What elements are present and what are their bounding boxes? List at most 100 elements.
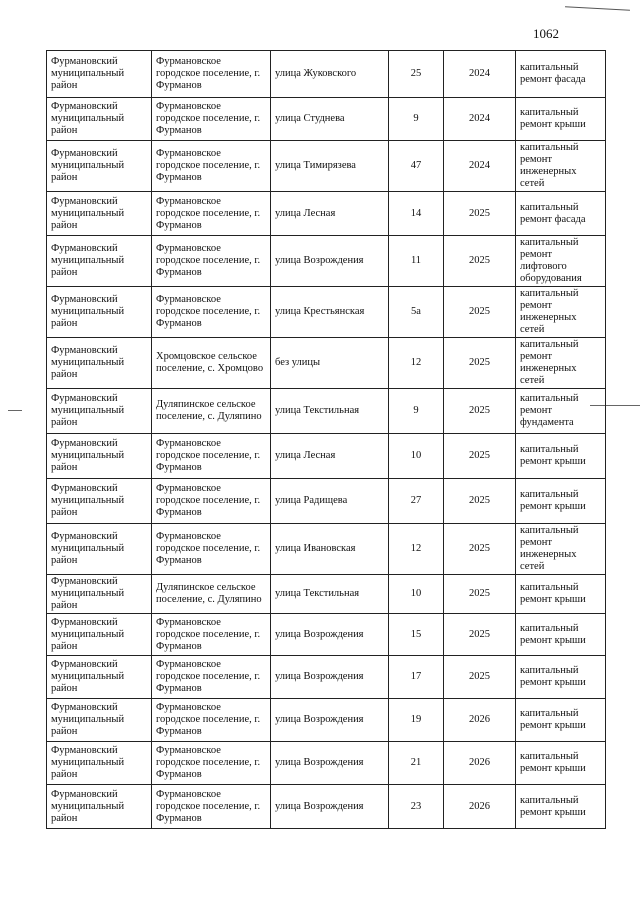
street-cell: улица Возрождения — [270, 698, 389, 742]
house-number-cell: 27 — [388, 478, 444, 524]
year-cell: 2025 — [443, 655, 516, 699]
settlement-cell: Дуляпинское сельское поселение, с. Дуляп… — [151, 388, 271, 434]
house-number-cell: 47 — [388, 140, 444, 192]
district-cell: Фурмановский муниципальный район — [46, 433, 152, 479]
table-row: Фурмановский муниципальный район Фурманов… — [46, 235, 606, 287]
work-type-cell: капитальный ремонт фасада — [515, 50, 606, 98]
house-number-cell: 9 — [388, 388, 444, 434]
year-cell: 2025 — [443, 523, 516, 575]
table-row: Фурмановский муниципальный район Фурманов… — [46, 433, 606, 479]
year-cell: 2025 — [443, 574, 516, 614]
table-row: Фурмановский муниципальный район Фурманов… — [46, 191, 606, 236]
year-cell: 2025 — [443, 286, 516, 338]
district-cell: Фурмановский муниципальный район — [46, 574, 152, 614]
work-type-cell: капитальный ремонт крыши — [515, 613, 606, 656]
scan-mark — [8, 410, 22, 411]
house-number-cell: 12 — [388, 337, 444, 389]
work-type-cell: капитальный ремонт фасада — [515, 191, 606, 236]
street-cell: улица Студнева — [270, 97, 389, 141]
house-number-cell: 17 — [388, 655, 444, 699]
table-row: Фурмановский муниципальный район Фурманов… — [46, 741, 606, 785]
settlement-cell: Фурмановское городское поселение, г. Фур… — [151, 741, 271, 785]
work-type-cell: капитальный ремонт крыши — [515, 433, 606, 479]
street-cell: без улицы — [270, 337, 389, 389]
settlement-cell: Фурмановское городское поселение, г. Фур… — [151, 478, 271, 524]
settlement-cell: Фурмановское городское поселение, г. Фур… — [151, 698, 271, 742]
district-cell: Фурмановский муниципальный район — [46, 140, 152, 192]
house-number-cell: 25 — [388, 50, 444, 98]
district-cell: Фурмановский муниципальный район — [46, 191, 152, 236]
table-row: Фурмановский муниципальный район Фурманов… — [46, 286, 606, 338]
settlement-cell: Фурмановское городское поселение, г. Фур… — [151, 433, 271, 479]
scan-mark — [590, 405, 640, 406]
settlement-cell: Хромцовское сельское поселение, с. Хромц… — [151, 337, 271, 389]
work-type-cell: капитальный ремонт крыши — [515, 574, 606, 614]
year-cell: 2025 — [443, 433, 516, 479]
street-cell: улица Возрождения — [270, 741, 389, 785]
settlement-cell: Дуляпинское сельское поселение, с. Дуляп… — [151, 574, 271, 614]
house-number-cell: 12 — [388, 523, 444, 575]
table-row: Фурмановский муниципальный район Фурманов… — [46, 50, 606, 98]
district-cell: Фурмановский муниципальный район — [46, 50, 152, 98]
year-cell: 2025 — [443, 613, 516, 656]
street-cell: улица Возрождения — [270, 235, 389, 287]
table-row: Фурмановский муниципальный район Фурманов… — [46, 613, 606, 656]
table-row: Фурмановский муниципальный район Фурманов… — [46, 698, 606, 742]
street-cell: улица Возрождения — [270, 784, 389, 829]
year-cell: 2025 — [443, 478, 516, 524]
house-number-cell: 10 — [388, 574, 444, 614]
street-cell: улица Лесная — [270, 433, 389, 479]
street-cell: улица Возрождения — [270, 613, 389, 656]
year-cell: 2025 — [443, 337, 516, 389]
table-row: Фурмановский муниципальный район Фурманов… — [46, 97, 606, 141]
year-cell: 2025 — [443, 191, 516, 236]
house-number-cell: 14 — [388, 191, 444, 236]
house-number-cell: 19 — [388, 698, 444, 742]
work-type-cell: капитальный ремонт крыши — [515, 698, 606, 742]
table-row: Фурмановский муниципальный район Фурманов… — [46, 523, 606, 575]
year-cell: 2025 — [443, 388, 516, 434]
district-cell: Фурмановский муниципальный район — [46, 741, 152, 785]
street-cell: улица Жуковского — [270, 50, 389, 98]
work-type-cell: капитальный ремонт инженерных сетей — [515, 523, 606, 575]
work-type-cell: капитальный ремонт фундамента — [515, 388, 606, 434]
street-cell: улица Текстильная — [270, 388, 389, 434]
year-cell: 2024 — [443, 97, 516, 141]
street-cell: улица Текстильная — [270, 574, 389, 614]
work-type-cell: капитальный ремонт крыши — [515, 741, 606, 785]
settlement-cell: Фурмановское городское поселение, г. Фур… — [151, 784, 271, 829]
settlement-cell: Фурмановское городское поселение, г. Фур… — [151, 191, 271, 236]
house-number-cell: 9 — [388, 97, 444, 141]
street-cell: улица Радищева — [270, 478, 389, 524]
district-cell: Фурмановский муниципальный район — [46, 235, 152, 287]
work-type-cell: капитальный ремонт крыши — [515, 655, 606, 699]
year-cell: 2025 — [443, 235, 516, 287]
house-number-cell: 23 — [388, 784, 444, 829]
year-cell: 2024 — [443, 140, 516, 192]
street-cell: улица Ивановская — [270, 523, 389, 575]
street-cell: улица Лесная — [270, 191, 389, 236]
settlement-cell: Фурмановское городское поселение, г. Фур… — [151, 613, 271, 656]
street-cell: улица Возрождения — [270, 655, 389, 699]
work-type-cell: капитальный ремонт инженерных сетей — [515, 337, 606, 389]
district-cell: Фурмановский муниципальный район — [46, 523, 152, 575]
table-row: Фурмановский муниципальный район Фурманов… — [46, 784, 606, 829]
street-cell: улица Крестьянская — [270, 286, 389, 338]
page-number: 1062 — [533, 26, 559, 41]
settlement-cell: Фурмановское городское поселение, г. Фур… — [151, 286, 271, 338]
house-number-cell: 21 — [388, 741, 444, 785]
work-type-cell: капитальный ремонт крыши — [515, 784, 606, 829]
house-number-cell: 11 — [388, 235, 444, 287]
table-row: Фурмановский муниципальный район Фурманов… — [46, 478, 606, 524]
year-cell: 2026 — [443, 741, 516, 785]
settlement-cell: Фурмановское городское поселение, г. Фур… — [151, 50, 271, 98]
district-cell: Фурмановский муниципальный район — [46, 698, 152, 742]
street-cell: улица Тимирязева — [270, 140, 389, 192]
house-number-cell: 5а — [388, 286, 444, 338]
district-cell: Фурмановский муниципальный район — [46, 388, 152, 434]
settlement-cell: Фурмановское городское поселение, г. Фур… — [151, 140, 271, 192]
table-row: Фурмановский муниципальный район Фурманов… — [46, 655, 606, 699]
district-cell: Фурмановский муниципальный район — [46, 97, 152, 141]
settlement-cell: Фурмановское городское поселение, г. Фур… — [151, 97, 271, 141]
district-cell: Фурмановский муниципальный район — [46, 784, 152, 829]
